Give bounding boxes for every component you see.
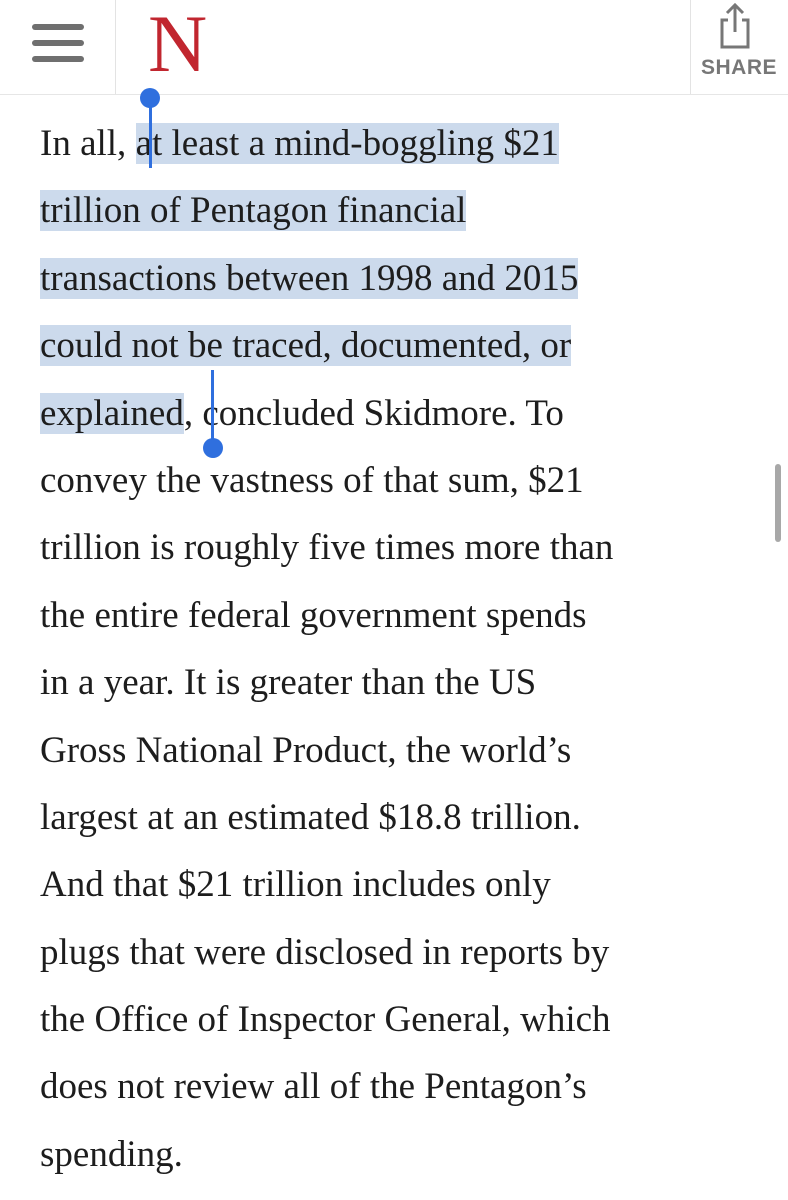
text-segment: spending. bbox=[40, 1133, 183, 1175]
text-line: trillion of Pentagon financial bbox=[40, 177, 760, 244]
share-icon bbox=[720, 2, 750, 49]
text-line: explained, concluded Skidmore. To bbox=[40, 380, 760, 447]
selected-text: explained bbox=[40, 392, 184, 434]
text-segment: in a year. It is greater than the US bbox=[40, 662, 537, 704]
text-segment: plugs that were disclosed in reports by bbox=[40, 931, 610, 973]
text-segment: largest at an estimated $18.8 trillion. bbox=[40, 796, 581, 838]
text-segment: convey the vastness of that sum, $21 bbox=[40, 459, 584, 501]
text-line: the Office of Inspector General, which bbox=[40, 986, 760, 1053]
text-segment: And that $21 trillion includes only bbox=[40, 864, 551, 906]
text-line: transactions between 1998 and 2015 bbox=[40, 245, 760, 312]
site-logo[interactable]: N bbox=[148, 0, 207, 89]
menu-button[interactable] bbox=[0, 0, 116, 94]
text-line: Gross National Product, the world’s bbox=[40, 717, 760, 784]
text-line: the entire federal government spends bbox=[40, 582, 760, 649]
selected-text: trillion of Pentagon financial bbox=[40, 190, 467, 232]
scrollbar-thumb[interactable] bbox=[775, 464, 781, 542]
text-segment: the entire federal government spends bbox=[40, 594, 587, 636]
text-line: trillion is roughly five times more than bbox=[40, 514, 760, 581]
text-segment: the Office of Inspector General, which bbox=[40, 999, 611, 1041]
text-line: plugs that were disclosed in reports by bbox=[40, 919, 760, 986]
text-line: In all, at least a mind-boggling $21 bbox=[40, 110, 760, 177]
text-segment: , concluded Skidmore. To bbox=[183, 392, 564, 434]
text-line: convey the vastness of that sum, $21 bbox=[40, 447, 760, 514]
text-line: And that $21 trillion includes only bbox=[40, 851, 760, 918]
share-label: SHARE bbox=[700, 56, 777, 79]
text-segment: In all, bbox=[40, 123, 136, 164]
article-paragraph: In all, at least a mind-boggling $21 tril… bbox=[40, 110, 760, 1188]
text-line: spending. bbox=[40, 1121, 760, 1188]
text-line: in a year. It is greater than the US bbox=[40, 649, 760, 716]
text-segment: does not review all of the Pentagon’s bbox=[40, 1066, 587, 1108]
text-line: could not be traced, documented, or bbox=[40, 312, 760, 379]
selected-text: at least a mind-boggling $21 bbox=[135, 123, 559, 164]
article-body: In all, at least a mind-boggling $21 tril… bbox=[40, 110, 760, 1188]
share-button[interactable]: SHARE bbox=[690, 0, 788, 94]
top-header: N SHARE bbox=[0, 0, 788, 95]
text-line: does not review all of the Pentagon’s bbox=[40, 1053, 760, 1120]
selected-text: could not be traced, documented, or bbox=[40, 325, 572, 367]
text-line: largest at an estimated $18.8 trillion. bbox=[40, 784, 760, 851]
text-segment: trillion is roughly five times more than bbox=[40, 527, 614, 569]
selected-text: transactions between 1998 and 2015 bbox=[40, 257, 579, 299]
text-segment: Gross National Product, the world’s bbox=[40, 729, 572, 771]
